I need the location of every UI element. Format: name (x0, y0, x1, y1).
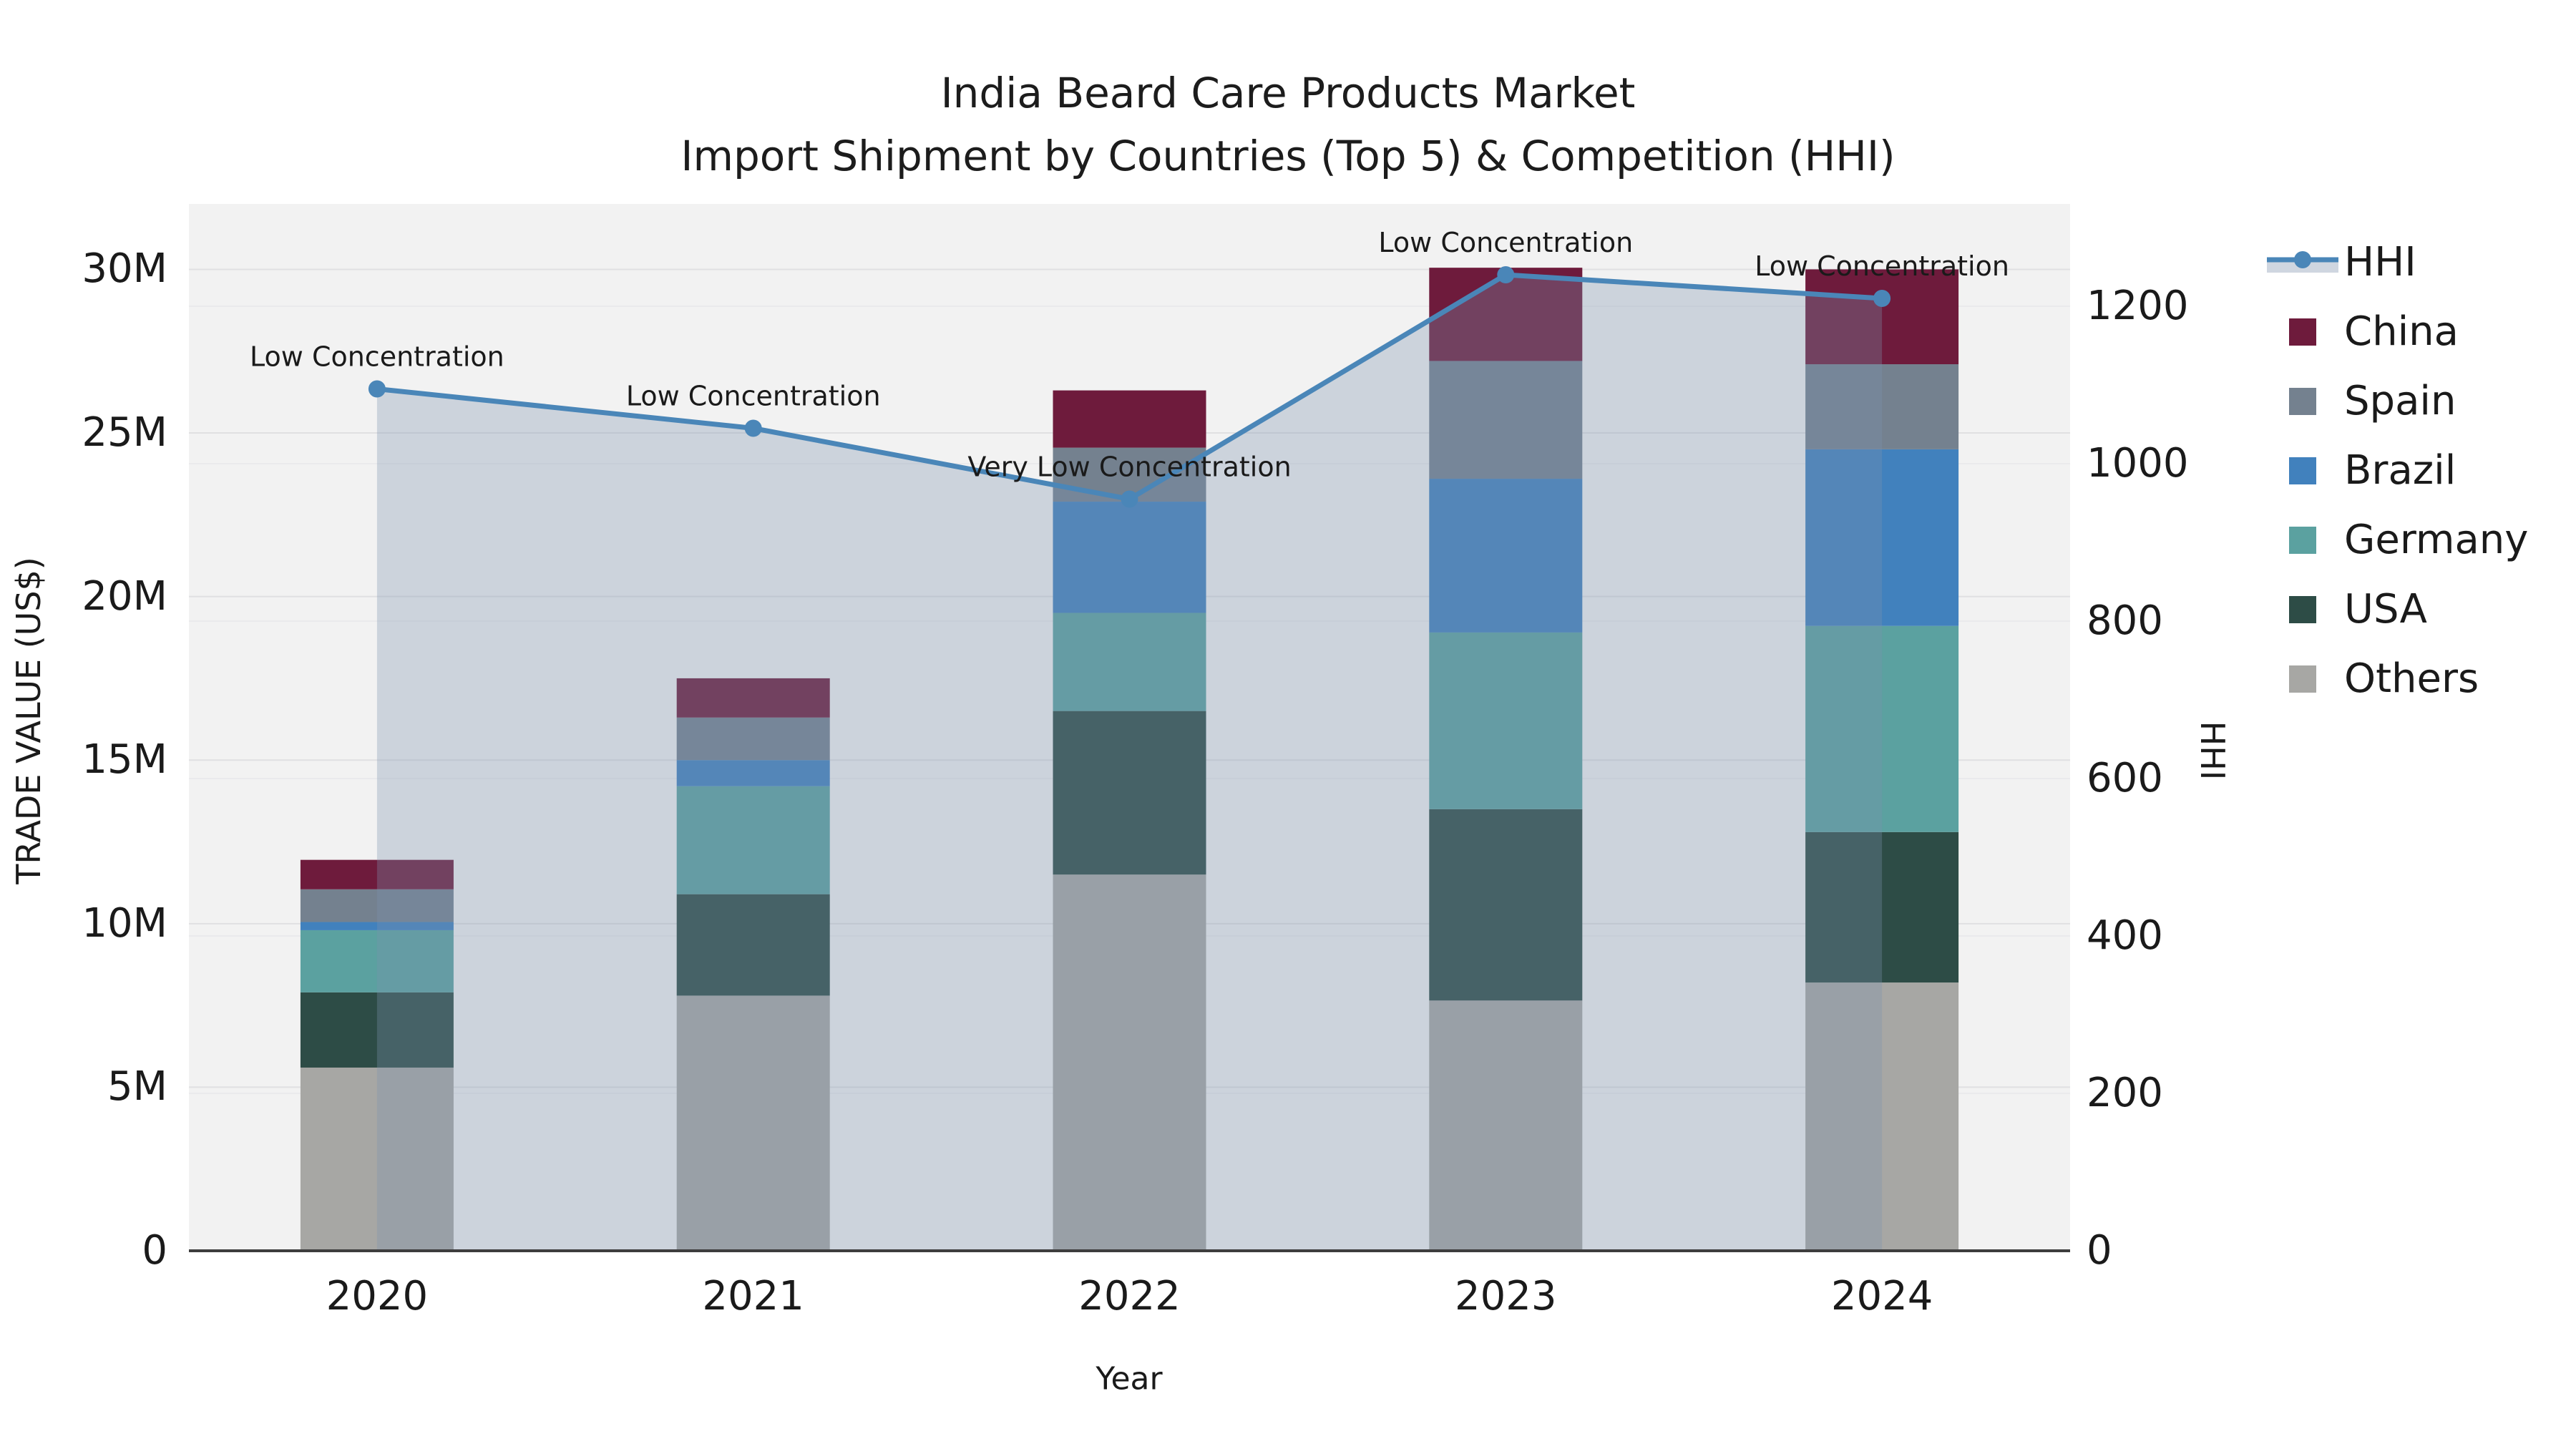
x-tick-2021: 2021 (702, 1273, 804, 1319)
hhi-marker-2022 (1121, 490, 1138, 508)
y-left-tick-25M: 25M (82, 409, 167, 457)
bar-segment-2024-Brazil (1805, 449, 1959, 626)
x-tick-2020: 2020 (326, 1273, 429, 1319)
bar-segment-2022-Germany (1053, 613, 1206, 711)
y-left-tick-5M: 5M (107, 1063, 167, 1111)
bar-segment-2020-China (300, 859, 454, 889)
hhi-marker-2020 (368, 380, 386, 398)
legend: HHI China Spain Brazil Germany USA Other… (2261, 228, 2528, 713)
bar-segment-2020-Brazil (300, 922, 454, 930)
bar-segment-2024-Spain (1805, 364, 1959, 449)
hhi-area (376, 275, 1883, 1251)
bar-segment-2022-Others (1053, 874, 1206, 1251)
annotation-2021: Low Concentration (626, 381, 881, 412)
legend-item-others: Others (2261, 644, 2528, 713)
legend-item-germany: Germany (2261, 505, 2528, 575)
hhi-line-icon (2261, 248, 2344, 277)
bar-segment-2020-Spain (300, 889, 454, 922)
bar-segment-2021-Spain (676, 717, 830, 761)
bar-segment-2021-Brazil (676, 760, 830, 786)
spain-swatch-icon (2289, 387, 2316, 415)
legend-label: Brazil (2344, 447, 2457, 494)
plot-area: Low Concentration Low Concentration Very L… (189, 204, 2070, 1251)
y-right-tick-800: 800 (2087, 597, 2163, 644)
germany-swatch-icon (2289, 526, 2316, 554)
y-right-tick-1200: 1200 (2087, 283, 2189, 329)
annotation-2023: Low Concentration (1378, 227, 1633, 258)
bar-segment-2023-Others (1429, 1000, 1583, 1251)
china-swatch-icon (2289, 318, 2316, 346)
bar-segment-2024-USA (1805, 831, 1959, 983)
legend-item-spain: Spain (2261, 366, 2528, 436)
bar-segment-2020-Germany (300, 930, 454, 992)
y-right-tick-1000: 1000 (2087, 440, 2189, 487)
bar-segment-2021-China (676, 678, 830, 718)
bar-segment-2023-Spain (1429, 361, 1583, 479)
annotation-2024: Low Concentration (1755, 250, 2009, 282)
bar-segment-2021-USA (676, 894, 830, 996)
brazil-swatch-icon (2289, 457, 2316, 484)
bar-segment-2024-Germany (1805, 625, 1959, 832)
y-left-tick-10M: 10M (82, 899, 167, 947)
x-axis-title: Year (1096, 1360, 1163, 1397)
bar-segment-2023-Germany (1429, 632, 1583, 809)
bar-segment-2023-USA (1429, 809, 1583, 1001)
chart-subtitle: Import Shipment by Countries (Top 5) & C… (680, 132, 1896, 180)
chart-canvas: Low Concentration Low Concentration Very L… (189, 227, 2070, 1251)
legend-label: Others (2344, 655, 2479, 702)
bar-segment-2021-Germany (676, 786, 830, 894)
legend-item-brazil: Brazil (2261, 436, 2528, 505)
y-right-tick-400: 400 (2087, 912, 2163, 959)
hhi-marker-2021 (744, 419, 762, 437)
bar-segment-2020-USA (300, 992, 454, 1068)
others-swatch-icon (2289, 665, 2316, 693)
y-right-tick-600: 600 (2087, 755, 2163, 801)
hhi-marker-2024 (1873, 290, 1891, 307)
bar-segment-2023-Brazil (1429, 479, 1583, 633)
legend-label: HHI (2344, 239, 2416, 286)
bar-segment-2024-China (1805, 269, 1959, 365)
bar-segment-2022-USA (1053, 711, 1206, 875)
y-right-tick-0: 0 (2087, 1227, 2112, 1274)
annotation-2022: Very Low Concentration (967, 452, 1291, 483)
x-tick-2022: 2022 (1078, 1273, 1181, 1319)
annotation-2020: Low Concentration (250, 341, 504, 373)
y-left-tick-0: 0 (142, 1227, 167, 1274)
bar-segment-2022-China (1053, 390, 1206, 448)
legend-label: China (2344, 308, 2459, 355)
x-tick-2024: 2024 (1830, 1273, 1933, 1319)
y-right-tick-200: 200 (2087, 1070, 2163, 1116)
x-tick-2023: 2023 (1455, 1273, 1557, 1319)
x-axis-line (189, 1249, 2070, 1252)
chart-title: India Beard Care Products Market (940, 69, 1636, 117)
y-left-tick-30M: 30M (82, 245, 167, 293)
legend-item-china: China (2261, 297, 2528, 366)
legend-item-hhi: HHI (2261, 228, 2528, 297)
legend-label: USA (2344, 586, 2427, 633)
y-left-tick-15M: 15M (82, 736, 167, 784)
usa-swatch-icon (2289, 595, 2316, 623)
legend-item-usa: USA (2261, 575, 2528, 644)
legend-label: Germany (2344, 517, 2529, 563)
bar-segment-2024-Others (1805, 982, 1959, 1251)
hhi-marker-2023 (1497, 266, 1515, 283)
y-left-tick-20M: 20M (82, 572, 167, 620)
bar-segment-2020-Others (300, 1067, 454, 1251)
legend-label: Spain (2344, 378, 2457, 424)
bar-segment-2022-Brazil (1053, 502, 1206, 613)
bar-segment-2021-Others (676, 995, 830, 1251)
